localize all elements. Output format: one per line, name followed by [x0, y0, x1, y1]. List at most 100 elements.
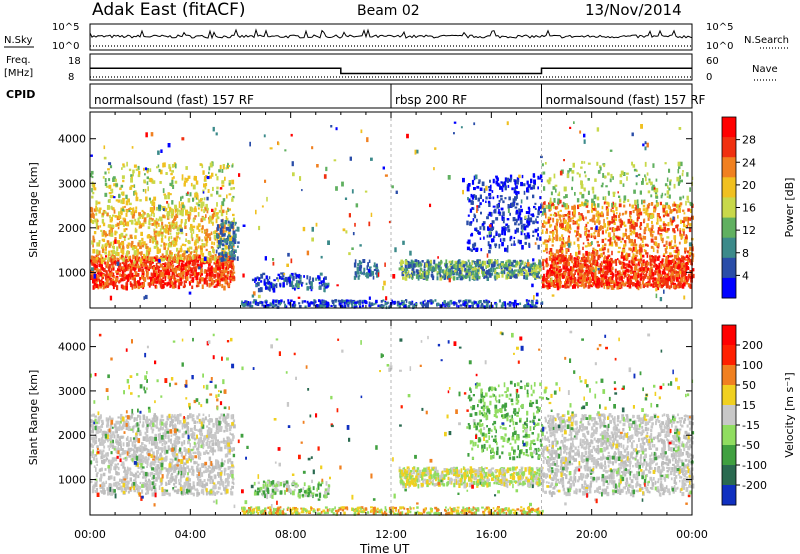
scatter-cell: [227, 237, 229, 241]
scatter-cell: [662, 207, 665, 212]
scatter-cell: [685, 276, 688, 280]
scatter-cell: [649, 276, 652, 280]
scatter-cell: [114, 257, 117, 260]
scatter-cell: [167, 230, 170, 235]
scatter-cell: [126, 161, 128, 167]
scatter-cell: [494, 275, 497, 280]
scatter-cell: [502, 270, 505, 275]
scatter-cell: [229, 280, 232, 283]
scatter-cell: [603, 164, 606, 168]
scatter-cell: [577, 258, 580, 264]
scatter-cell: [201, 239, 204, 242]
scatter-cell: [596, 196, 600, 201]
scatter-cell: [230, 187, 233, 191]
scatter-cell: [687, 217, 690, 221]
scatter-cell: [610, 258, 613, 261]
scatter-cell: [687, 275, 690, 281]
scatter-cell: [451, 267, 454, 270]
scatter-cell: [495, 266, 498, 270]
scatter-cell: [470, 221, 473, 224]
scatter-cell: [207, 252, 211, 256]
scatter-cell: [563, 272, 567, 276]
scatter-cell: [497, 272, 500, 277]
beam-title: Beam 02: [357, 3, 420, 19]
scatter-cell: [149, 177, 153, 183]
scatter-cell: [627, 263, 631, 268]
scatter-cell: [586, 238, 590, 242]
scatter-cell: [121, 167, 123, 170]
scatter-cell: [569, 284, 572, 287]
freq-label: Freq.: [6, 55, 31, 66]
scatter-cell: [122, 217, 126, 220]
scatter-cell: [605, 265, 609, 270]
scatter-cell: [575, 259, 577, 263]
scatter-cell: [624, 210, 628, 214]
scatter-cell: [603, 266, 606, 270]
scatter-cell: [230, 224, 234, 229]
scatter-cell: [173, 277, 177, 282]
scatter-cell: [427, 261, 430, 264]
scatter-cell: [506, 272, 510, 275]
scatter-cell: [258, 277, 260, 281]
scatter-cell: [612, 176, 614, 180]
scatter-cell: [220, 273, 223, 278]
scatter-cell: [165, 224, 168, 229]
scatter-cell: [111, 256, 114, 259]
scatter-cell: [670, 240, 673, 243]
scatter-cell: [520, 230, 523, 236]
scatter-cell: [180, 245, 183, 250]
scatter-cell: [147, 247, 151, 252]
scatter-cell: [110, 205, 113, 210]
scatter-cell: [376, 274, 379, 278]
scatter-cell: [205, 280, 208, 284]
scatter-cell: [685, 234, 688, 239]
scatter-cell: [512, 271, 516, 275]
scatter-cell: [144, 212, 146, 215]
scatter-cell: [173, 237, 177, 242]
scatter-cell: [603, 283, 607, 286]
scatter-cell: [110, 224, 113, 228]
scatter-cell: [284, 276, 288, 281]
scatter-cell: [276, 277, 279, 280]
scatter-cell: [219, 252, 223, 256]
scatter-cell: [509, 178, 511, 182]
scatter-cell: [646, 261, 650, 266]
scatter-cell: [211, 241, 213, 245]
scatter-cell: [578, 212, 580, 216]
scatter-cell: [589, 219, 592, 222]
scatter-cell: [210, 280, 213, 285]
scatter-cell: [615, 227, 619, 232]
scatter-cell: [172, 220, 175, 224]
scatter-cell: [571, 176, 574, 182]
scatter-cell: [479, 237, 482, 240]
scatter-cell: [200, 247, 203, 252]
scatter-cell: [611, 276, 614, 281]
scatter-cell: [407, 264, 410, 269]
scatter-cell: [212, 267, 214, 271]
scatter-cell: [491, 226, 494, 231]
scatter-cell: [165, 250, 169, 255]
scatter-cell: [618, 284, 622, 289]
scatter-cell: [488, 211, 491, 216]
scatter-cell: [567, 216, 570, 220]
scatter-cell: [174, 253, 177, 259]
scatter-cell: [477, 264, 481, 269]
scatter-cell: [564, 254, 567, 259]
scatter-cell: [548, 282, 551, 286]
scatter-cell: [90, 275, 93, 279]
scatter-cell: [596, 210, 599, 214]
scatter-cell: [122, 163, 125, 166]
scatter-cell: [520, 181, 523, 187]
scatter-cell: [599, 166, 602, 171]
scatter-cell: [556, 219, 559, 222]
scatter-cell: [157, 278, 159, 283]
scatter-cell: [120, 242, 123, 246]
scatter-cell: [169, 250, 172, 255]
scatter-cell: [218, 279, 221, 284]
scatter-cell: [194, 246, 198, 251]
scatter-cell: [187, 217, 190, 222]
scatter-cell: [104, 261, 106, 265]
scatter-cell: [132, 172, 134, 177]
scatter-cell: [566, 222, 570, 227]
scatter-cell: [596, 240, 599, 244]
